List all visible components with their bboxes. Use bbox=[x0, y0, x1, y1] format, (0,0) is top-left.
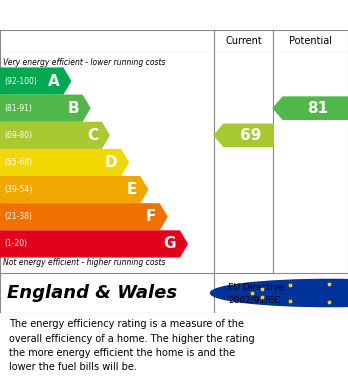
Text: C: C bbox=[87, 128, 98, 143]
Polygon shape bbox=[0, 177, 148, 203]
Text: (21-38): (21-38) bbox=[4, 212, 32, 221]
Text: 2002/91/EC: 2002/91/EC bbox=[228, 296, 280, 305]
Text: The energy efficiency rating is a measure of the
overall efficiency of a home. T: The energy efficiency rating is a measur… bbox=[9, 319, 254, 373]
Text: A: A bbox=[48, 74, 60, 88]
Polygon shape bbox=[273, 97, 348, 119]
Circle shape bbox=[211, 280, 348, 307]
Polygon shape bbox=[0, 204, 167, 230]
Polygon shape bbox=[0, 122, 109, 148]
Text: Potential: Potential bbox=[289, 36, 332, 46]
Text: F: F bbox=[145, 209, 156, 224]
Text: Very energy efficient - lower running costs: Very energy efficient - lower running co… bbox=[3, 57, 166, 66]
Text: Current: Current bbox=[225, 36, 262, 46]
Text: EU Directive: EU Directive bbox=[228, 283, 284, 292]
Text: G: G bbox=[164, 237, 176, 251]
Text: (39-54): (39-54) bbox=[4, 185, 32, 194]
Text: (92-100): (92-100) bbox=[4, 77, 37, 86]
Text: (81-91): (81-91) bbox=[4, 104, 32, 113]
Text: (1-20): (1-20) bbox=[4, 239, 27, 248]
Polygon shape bbox=[0, 68, 71, 94]
Polygon shape bbox=[214, 124, 273, 147]
Text: 81: 81 bbox=[307, 101, 328, 116]
Text: Not energy efficient - higher running costs: Not energy efficient - higher running co… bbox=[3, 258, 166, 267]
Text: E: E bbox=[126, 182, 136, 197]
Text: D: D bbox=[105, 155, 117, 170]
Polygon shape bbox=[0, 95, 90, 121]
Text: Energy Efficiency Rating: Energy Efficiency Rating bbox=[9, 7, 219, 23]
Text: 69: 69 bbox=[240, 128, 261, 143]
Polygon shape bbox=[0, 231, 187, 257]
Text: (55-68): (55-68) bbox=[4, 158, 32, 167]
Polygon shape bbox=[0, 150, 128, 176]
Text: (69-80): (69-80) bbox=[4, 131, 32, 140]
Text: B: B bbox=[67, 101, 79, 116]
Text: England & Wales: England & Wales bbox=[7, 284, 177, 302]
